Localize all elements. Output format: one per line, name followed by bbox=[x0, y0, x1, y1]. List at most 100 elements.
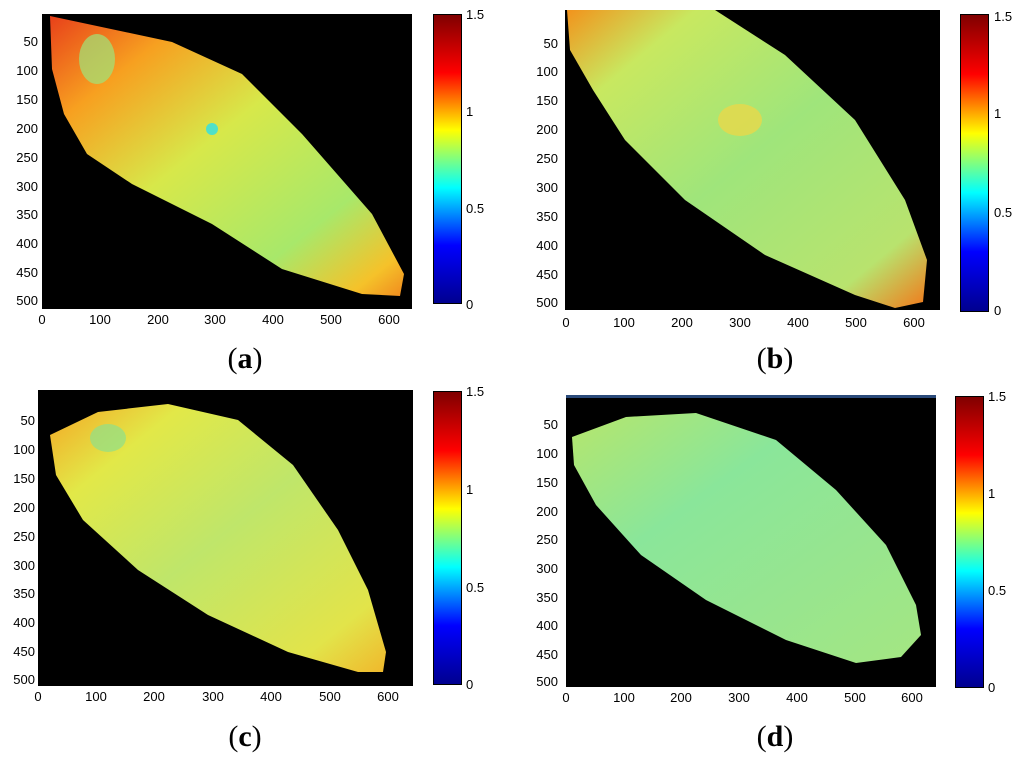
y-tick: 450 bbox=[536, 647, 558, 662]
y-tick: 350 bbox=[536, 590, 558, 605]
y-tick: 50 bbox=[20, 413, 35, 428]
colorbar-tick: 1.5 bbox=[466, 384, 485, 399]
x-tick: 600 bbox=[378, 312, 400, 327]
y-tick: 400 bbox=[536, 238, 558, 253]
y-tick: 50 bbox=[543, 417, 558, 432]
colorbar-tick: 1.5 bbox=[466, 7, 485, 22]
y-tick: 450 bbox=[16, 265, 38, 280]
colorbar-b bbox=[960, 14, 989, 312]
y-tick: 100 bbox=[536, 64, 558, 79]
y-tick: 200 bbox=[13, 500, 35, 515]
x-tick: 500 bbox=[320, 312, 342, 327]
x-tick: 0 bbox=[562, 690, 570, 705]
colorbar-tick: 0 bbox=[988, 680, 996, 695]
x-tick: 200 bbox=[147, 312, 169, 327]
y-tick: 200 bbox=[536, 504, 558, 519]
y-tick: 350 bbox=[16, 207, 38, 222]
y-tick: 50 bbox=[543, 36, 558, 51]
x-tick: 600 bbox=[377, 689, 399, 704]
y-tick: 100 bbox=[16, 63, 38, 78]
heatmap-c bbox=[38, 390, 413, 686]
y-tick: 450 bbox=[13, 644, 35, 659]
sample-shape-d bbox=[572, 413, 921, 663]
y-tick: 300 bbox=[536, 561, 558, 576]
x-tick: 100 bbox=[613, 690, 635, 705]
y-tick: 450 bbox=[536, 267, 558, 282]
x-tick: 500 bbox=[319, 689, 341, 704]
x-tick: 500 bbox=[844, 690, 866, 705]
y-tick: 100 bbox=[536, 446, 558, 461]
colorbar-tick: 0 bbox=[466, 297, 474, 312]
x-tick: 200 bbox=[670, 690, 692, 705]
y-tick: 200 bbox=[536, 122, 558, 137]
x-tick: 600 bbox=[901, 690, 923, 705]
heatmap-d bbox=[566, 395, 936, 687]
colorbar-tick: 0 bbox=[466, 677, 474, 692]
colorbar-d bbox=[955, 396, 984, 688]
y-tick: 400 bbox=[536, 618, 558, 633]
y-tick: 350 bbox=[536, 209, 558, 224]
sample-shape-c bbox=[50, 404, 386, 672]
y-tick: 300 bbox=[13, 558, 35, 573]
y-tick: 300 bbox=[16, 179, 38, 194]
colorbar-tick: 1 bbox=[466, 482, 474, 497]
colorbar-tick: 1 bbox=[988, 486, 996, 501]
colorbar-tick: 0.5 bbox=[988, 583, 1007, 598]
x-tick: 100 bbox=[613, 315, 635, 330]
x-tick: 400 bbox=[262, 312, 284, 327]
y-tick: 400 bbox=[13, 615, 35, 630]
y-tick: 250 bbox=[536, 151, 558, 166]
x-tick: 200 bbox=[143, 689, 165, 704]
x-tick: 300 bbox=[202, 689, 224, 704]
x-tick: 300 bbox=[728, 690, 750, 705]
y-tick: 350 bbox=[13, 586, 35, 601]
x-tick: 300 bbox=[204, 312, 226, 327]
x-tick: 200 bbox=[671, 315, 693, 330]
colorbar-c bbox=[433, 391, 462, 685]
x-tick: 400 bbox=[787, 315, 809, 330]
x-tick: 400 bbox=[786, 690, 808, 705]
colorbar-tick: 1 bbox=[466, 104, 474, 119]
colorbar-tick: 1.5 bbox=[994, 9, 1013, 24]
panel-caption-a: (a) bbox=[227, 342, 263, 375]
panel-caption-b: (b) bbox=[756, 342, 794, 375]
x-tick: 400 bbox=[260, 689, 282, 704]
colorbar-tick: 1 bbox=[994, 106, 1002, 121]
x-tick: 100 bbox=[89, 312, 111, 327]
y-tick: 50 bbox=[23, 34, 38, 49]
heatmap-a bbox=[42, 14, 412, 309]
y-tick: 400 bbox=[16, 236, 38, 251]
colorbar-tick: 0.5 bbox=[466, 201, 485, 216]
y-tick: 200 bbox=[16, 121, 38, 136]
y-tick: 300 bbox=[536, 180, 558, 195]
y-tick: 250 bbox=[16, 150, 38, 165]
heatmap-b bbox=[565, 10, 940, 310]
x-tick: 100 bbox=[85, 689, 107, 704]
y-tick: 100 bbox=[13, 442, 35, 457]
colorbar-tick: 0.5 bbox=[466, 580, 485, 595]
colorbar-a bbox=[433, 14, 462, 304]
y-tick: 500 bbox=[16, 293, 38, 308]
sample-shape-a bbox=[50, 16, 404, 296]
y-tick: 150 bbox=[13, 471, 35, 486]
sample-shape-b bbox=[567, 10, 927, 308]
x-tick: 0 bbox=[562, 315, 570, 330]
colorbar-tick: 0.5 bbox=[994, 205, 1013, 220]
y-tick: 150 bbox=[536, 93, 558, 108]
panel-caption-c: (c) bbox=[228, 720, 262, 753]
x-tick: 500 bbox=[845, 315, 867, 330]
y-tick: 500 bbox=[13, 672, 35, 687]
panel-caption-d: (d) bbox=[756, 720, 794, 753]
x-tick: 600 bbox=[903, 315, 925, 330]
y-tick: 250 bbox=[13, 529, 35, 544]
x-tick: 0 bbox=[38, 312, 46, 327]
y-tick: 150 bbox=[536, 475, 558, 490]
colorbar-tick: 1.5 bbox=[988, 389, 1007, 404]
y-tick: 250 bbox=[536, 532, 558, 547]
x-tick: 0 bbox=[34, 689, 42, 704]
y-tick: 150 bbox=[16, 92, 38, 107]
colorbar-tick: 0 bbox=[994, 303, 1002, 318]
y-tick: 500 bbox=[536, 674, 558, 689]
y-tick: 500 bbox=[536, 295, 558, 310]
x-tick: 300 bbox=[729, 315, 751, 330]
